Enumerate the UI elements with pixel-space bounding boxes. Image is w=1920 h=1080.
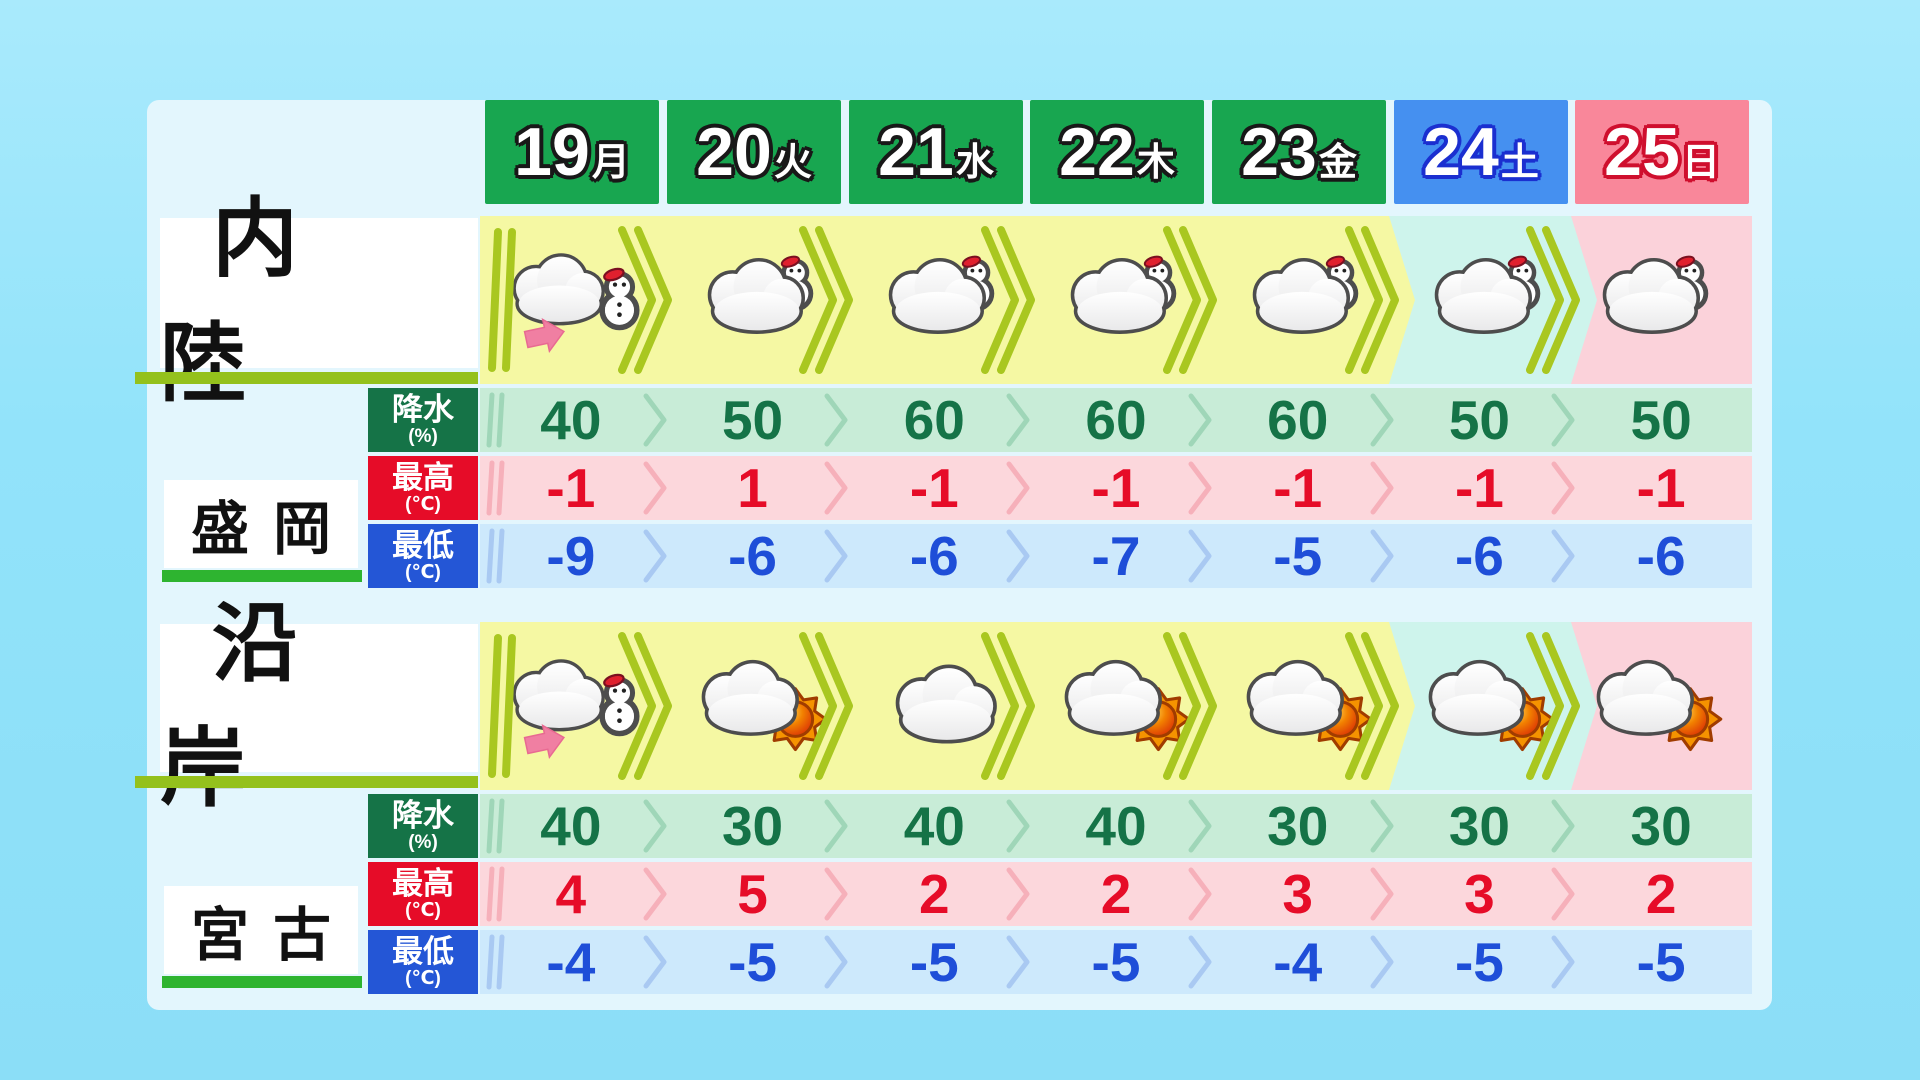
low-temp-value: -5 xyxy=(1273,524,1323,587)
inland-high-temp-row: -1 1 -1 -1 -1 -1 -1 xyxy=(480,456,1752,520)
row-label-low-temp: 最低 (℃) xyxy=(368,524,478,588)
day-number: 23 xyxy=(1241,114,1317,190)
low-temp-value: -4 xyxy=(546,930,596,993)
precip-value: 40 xyxy=(903,794,965,857)
row-label-high-temp: 最高 (℃) xyxy=(368,862,478,926)
day-number: 22 xyxy=(1059,114,1135,190)
day-number: 19 xyxy=(514,114,590,190)
coastal-low-temp-row: -4 -5 -5 -5 -4 -5 -5 xyxy=(480,930,1752,994)
region-underline xyxy=(135,372,478,384)
low-temp-value: -5 xyxy=(1636,930,1686,993)
high-temp-value: -1 xyxy=(909,456,959,519)
low-temp-value: -5 xyxy=(1091,930,1141,993)
high-temp-value: -1 xyxy=(1636,456,1686,519)
coastal-weather-icon-row xyxy=(480,622,1752,790)
day-of-week: 金 xyxy=(1318,142,1357,184)
day-number: 20 xyxy=(696,114,772,190)
day-of-week: 水 xyxy=(955,142,994,184)
high-temp-value: 2 xyxy=(918,862,950,925)
day-of-week: 土 xyxy=(1500,142,1539,184)
high-temp-value: -1 xyxy=(1454,456,1504,519)
city-label-miyako: 宮古 xyxy=(164,886,358,974)
high-temp-value: 2 xyxy=(1100,862,1132,925)
icon-row-separators xyxy=(480,216,1752,384)
high-temp-value: 5 xyxy=(737,862,768,925)
high-temp-value: 1 xyxy=(737,456,768,519)
precip-value: 60 xyxy=(903,388,965,451)
low-temp-value: -6 xyxy=(728,524,778,587)
high-temp-value: -1 xyxy=(1273,456,1323,519)
icon-row-separators xyxy=(480,622,1752,790)
high-temp-value: 3 xyxy=(1282,862,1313,925)
low-temp-value: -9 xyxy=(546,524,596,587)
region-label-coastal: 沿岸 xyxy=(160,596,478,817)
precip-value: 60 xyxy=(1267,388,1329,451)
coastal-precipitation-row: 40 30 40 40 30 30 30 xyxy=(480,794,1752,858)
high-temp-value: 3 xyxy=(1464,862,1495,925)
city-underline xyxy=(162,976,362,988)
low-temp-value: -7 xyxy=(1091,524,1141,587)
day-header-fri: 23 金 xyxy=(1212,100,1386,204)
day-number: 24 xyxy=(1423,114,1499,190)
weather-icon xyxy=(1570,216,1752,384)
city-underline xyxy=(162,570,362,582)
weather-icon xyxy=(1570,622,1752,790)
inland-low-temp-row: -9 -6 -6 -7 -5 -6 -6 xyxy=(480,524,1752,588)
row-label-precipitation: 降水 (%) xyxy=(368,794,478,858)
day-header-thu: 22 木 xyxy=(1030,100,1204,204)
precip-value: 50 xyxy=(1630,388,1692,451)
inland-precipitation-row: 40 50 60 60 60 50 50 xyxy=(480,388,1752,452)
day-number: 25 xyxy=(1604,114,1680,190)
precip-value: 30 xyxy=(1630,794,1692,857)
row-label-high-temp: 最高 (℃) xyxy=(368,456,478,520)
low-temp-value: -5 xyxy=(909,930,959,993)
row-label-precipitation: 降水 (%) xyxy=(368,388,478,452)
city-label-morioka: 盛岡 xyxy=(164,480,358,568)
day-of-week: 日 xyxy=(1681,142,1720,184)
day-header-mon: 19 月 xyxy=(485,100,659,204)
low-temp-value: -4 xyxy=(1273,930,1323,993)
low-temp-value: -6 xyxy=(1454,524,1504,587)
high-temp-value: -1 xyxy=(546,456,596,519)
day-header-wed: 21 水 xyxy=(849,100,1023,204)
precip-value: 40 xyxy=(540,794,602,857)
precip-value: 30 xyxy=(1448,794,1511,857)
day-of-week: 木 xyxy=(1136,142,1175,184)
precip-value: 50 xyxy=(721,388,784,451)
high-temp-value: 2 xyxy=(1645,862,1677,925)
day-number: 21 xyxy=(878,114,954,190)
coastal-high-temp-row: 4 5 2 2 3 3 2 xyxy=(480,862,1752,926)
precip-value: 40 xyxy=(1085,794,1147,857)
day-of-week: 火 xyxy=(773,142,812,184)
high-temp-value: 4 xyxy=(555,862,587,925)
region-label-inland: 内陸 xyxy=(160,191,478,412)
day-header-sun: 25 日 xyxy=(1575,100,1749,204)
precip-value: 30 xyxy=(721,794,784,857)
day-of-week: 月 xyxy=(591,142,630,184)
high-temp-value: -1 xyxy=(1091,456,1141,519)
low-temp-value: -5 xyxy=(1454,930,1504,993)
row-label-low-temp: 最低 (℃) xyxy=(368,930,478,994)
low-temp-value: -6 xyxy=(909,524,959,587)
precip-value: 50 xyxy=(1448,388,1511,451)
precip-value: 60 xyxy=(1085,388,1147,451)
inland-weather-icon-row xyxy=(480,216,1752,384)
precip-value: 30 xyxy=(1267,794,1329,857)
precip-value: 40 xyxy=(540,388,602,451)
low-temp-value: -6 xyxy=(1636,524,1686,587)
day-header-tue: 20 火 xyxy=(667,100,841,204)
low-temp-value: -5 xyxy=(728,930,778,993)
region-underline xyxy=(135,776,478,788)
day-header-sat: 24 土 xyxy=(1394,100,1568,204)
